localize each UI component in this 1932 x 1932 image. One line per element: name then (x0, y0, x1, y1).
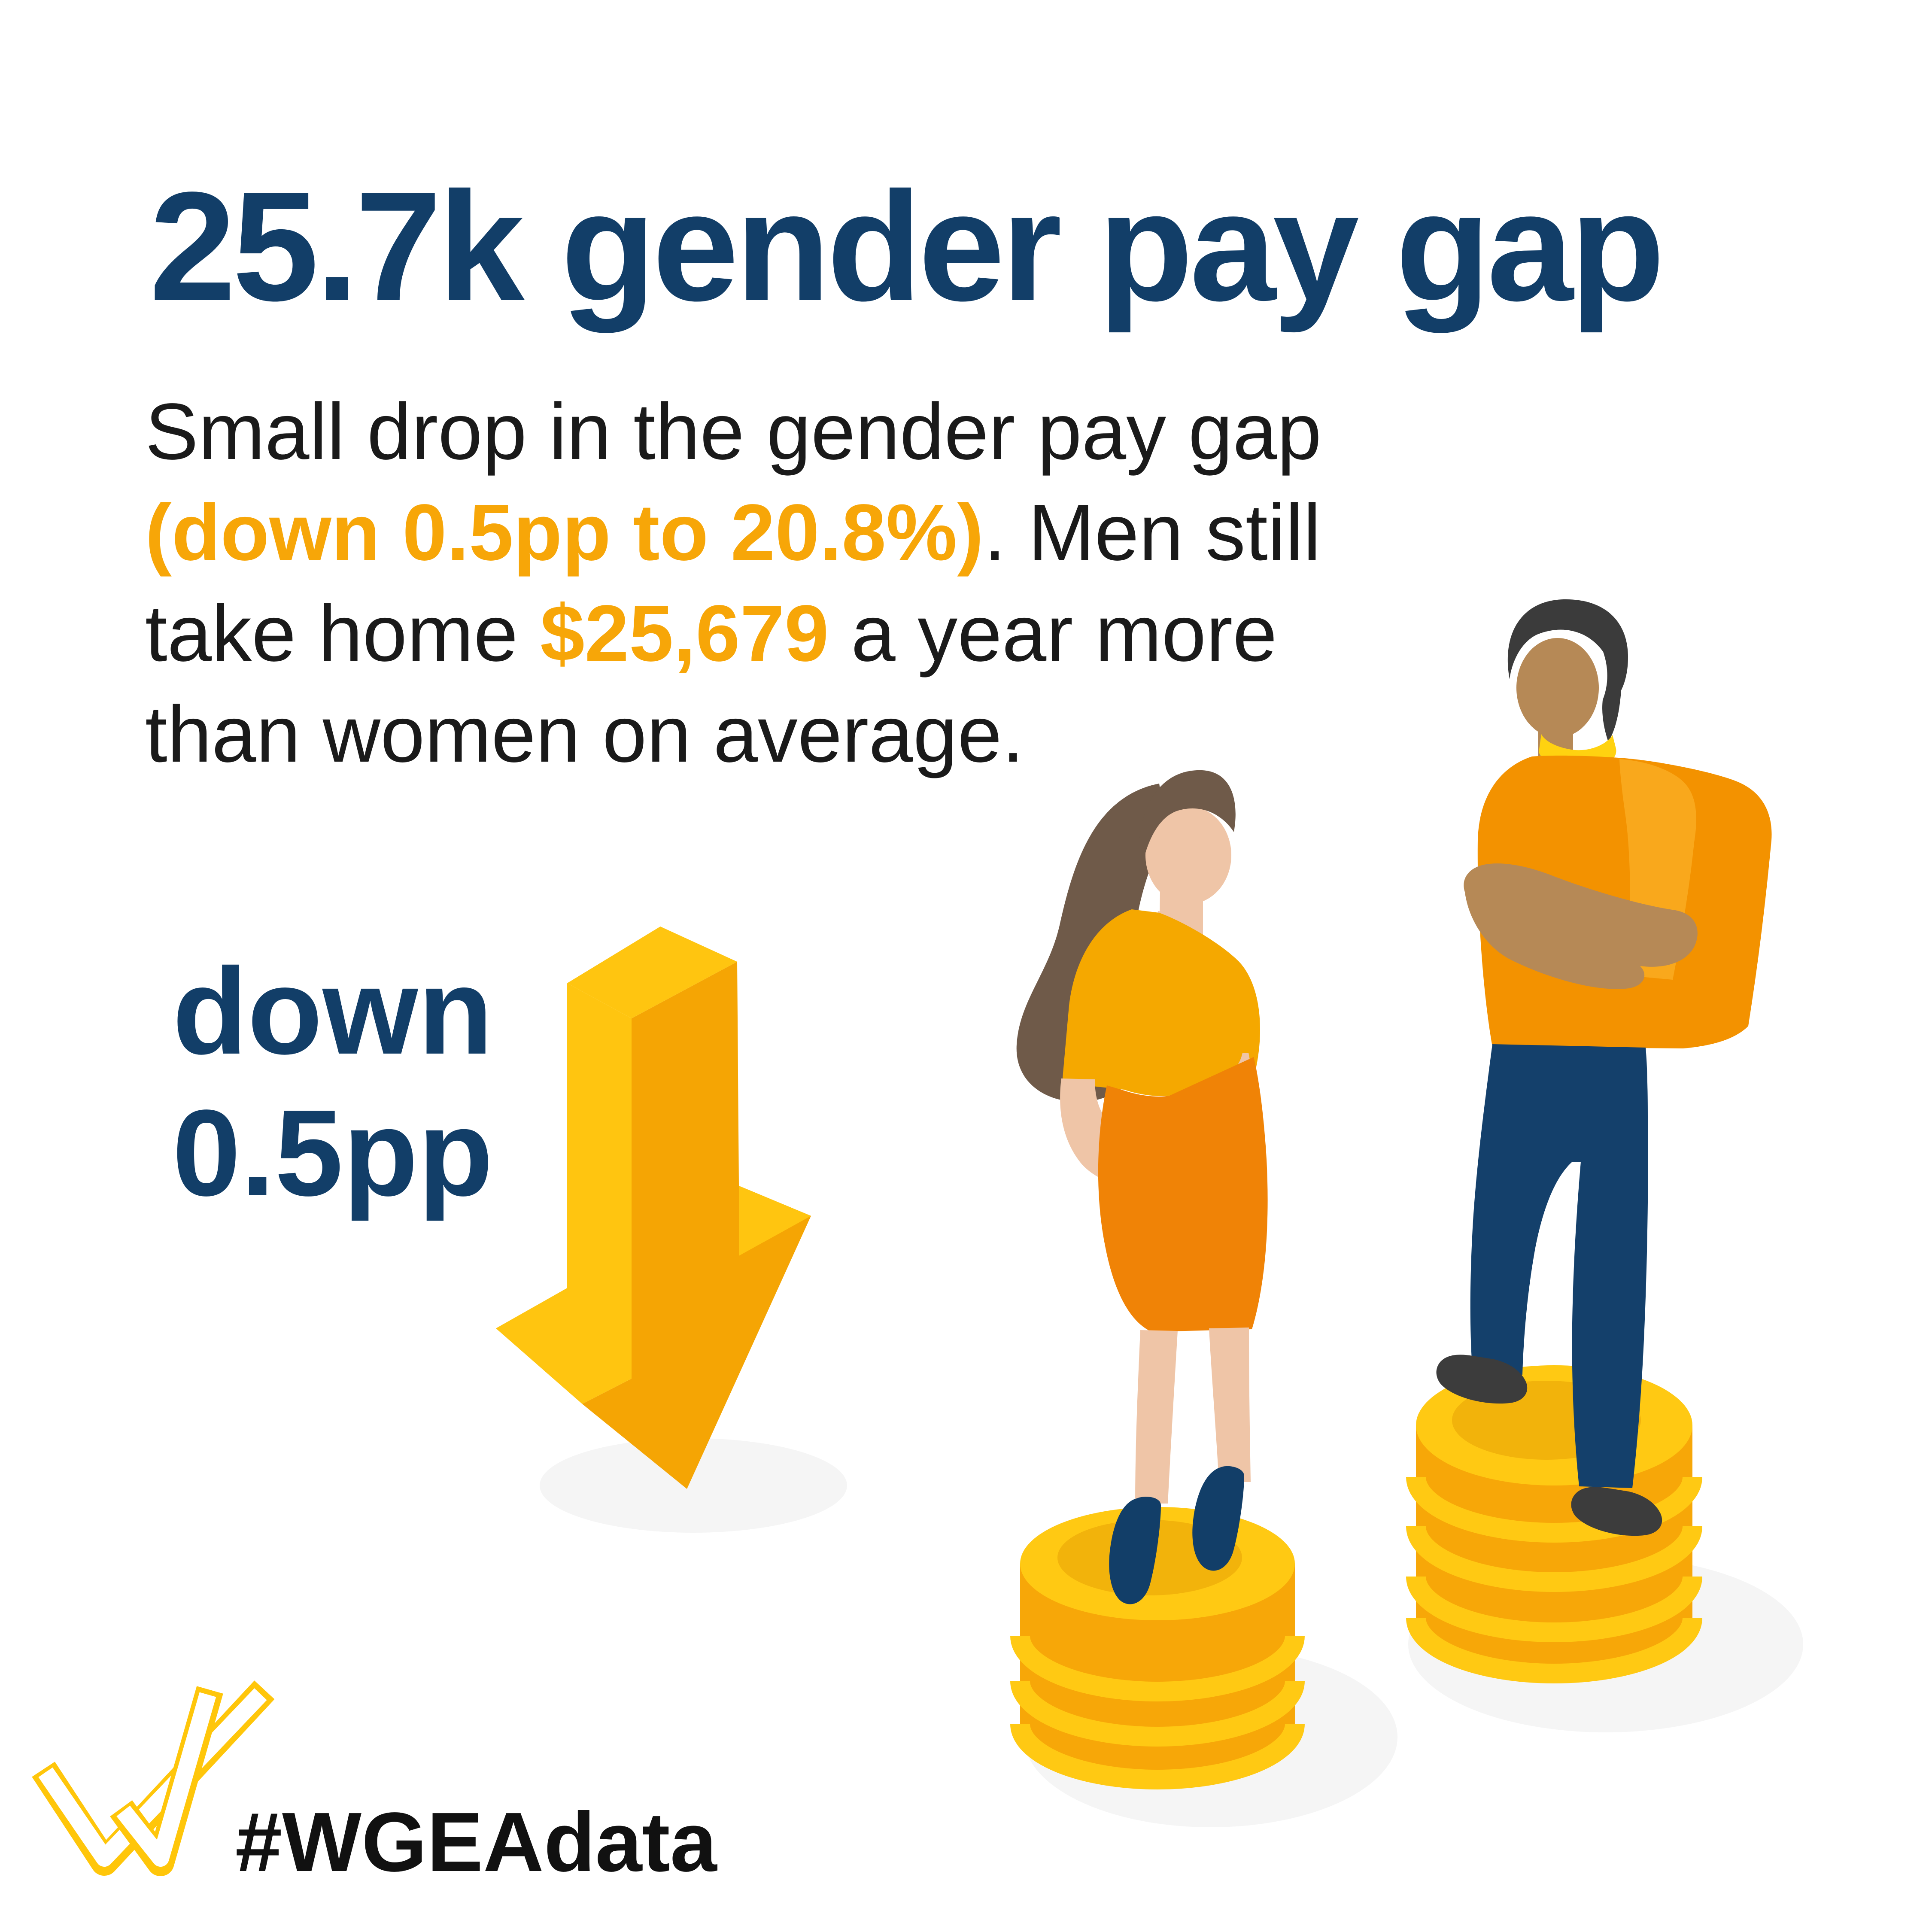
stat-callout: down 0.5pp (116, 940, 550, 1224)
description-text: Small drop in the gender pay gap (down 0… (145, 381, 1321, 785)
down-arrow-3d-icon (496, 927, 811, 1489)
man-pants (1470, 1044, 1648, 1488)
coin-seam (1010, 1723, 1305, 1789)
description-line3-post: a year more (829, 589, 1277, 678)
coin-seam (1010, 1635, 1305, 1701)
arrow-top-cap (567, 927, 737, 1018)
woman-figure (1016, 770, 1268, 1604)
description-line1: Small drop in the gender pay gap (145, 387, 1322, 476)
coin-seam (1406, 1576, 1702, 1642)
woman-hair-top (1139, 770, 1236, 876)
arrow-shadow (540, 1438, 847, 1533)
wgea-check-logo-icon (32, 1680, 275, 1876)
woman-blouse (1062, 909, 1260, 1097)
description-line4: than women on average. (145, 690, 1024, 779)
description-highlight-dollars: $25,679 (540, 589, 829, 678)
woman-head (1145, 806, 1231, 904)
man-left-shoe (1436, 1355, 1528, 1404)
coin-seam (1406, 1526, 1702, 1592)
arrow-left-face (496, 983, 632, 1404)
woman-right-shoe (1192, 1466, 1244, 1571)
woman-coin-stack (1010, 1507, 1305, 1789)
coin-seam (1406, 1617, 1702, 1683)
man-hair (1507, 599, 1628, 742)
woman-left-shoe (1109, 1497, 1161, 1604)
coin-seam (1010, 1680, 1305, 1747)
logo-tick-left-fill (38, 1688, 267, 1867)
woman-right-leg (1209, 1327, 1251, 1482)
description-line3-pre: take home (145, 589, 541, 678)
logo-tick-right-fill (116, 1692, 216, 1867)
man-crossed-arms (1464, 863, 1698, 989)
arrow-front-face (582, 962, 811, 1489)
woman-skirt (1098, 1057, 1268, 1332)
hashtag-label: #WGEAdata (235, 1795, 717, 1889)
description-highlight-gap-change: (down 0.5pp to 20.8%) (145, 488, 984, 577)
stat-callout-value: 0.5pp (172, 1084, 493, 1221)
stat-callout-word: down (172, 942, 493, 1080)
woman-left-leg (1135, 1330, 1178, 1504)
description-line2-rest: . Men still (984, 488, 1321, 577)
page-title: 25.7k gender pay gap (149, 159, 1665, 333)
man-head (1516, 638, 1599, 738)
man-figure (1436, 599, 1772, 1536)
coin-seam (1406, 1476, 1702, 1543)
man-right-shoe (1571, 1487, 1662, 1536)
arrow-right-wing-top (739, 1186, 811, 1256)
